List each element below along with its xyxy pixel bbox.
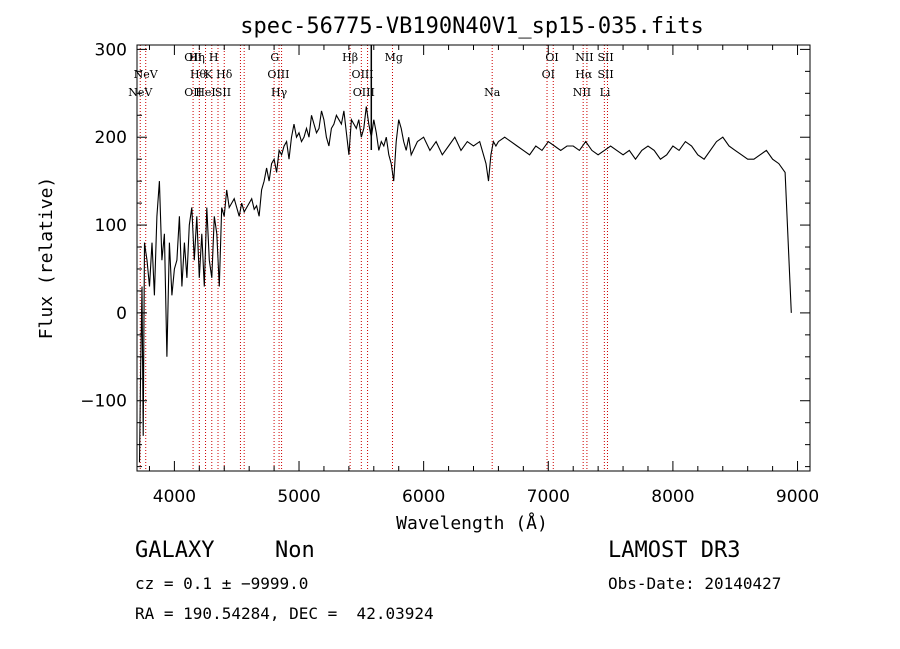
line-label-2: OII (184, 51, 202, 64)
line-label-7: K (205, 68, 214, 81)
object-subclass: Non (275, 538, 315, 563)
line-label-10: SII (215, 86, 231, 99)
line-label-24: SII (597, 51, 613, 64)
line-label-0: NeV (128, 86, 153, 99)
line-label-22: Hα (575, 68, 593, 81)
line-label-17: Mg (385, 51, 403, 64)
line-label-15: OIII (352, 68, 374, 81)
obs-date-text: Obs-Date: 20140427 (608, 574, 782, 593)
x-tick-label-4: 8000 (651, 487, 694, 507)
chart-title: spec-56775-VB190N40V1_sp15-035.fits (240, 14, 704, 39)
y-axis-label: Flux (relative) (36, 177, 57, 340)
marker-lines (139, 45, 608, 471)
line-label-3: Hη (189, 51, 205, 64)
x-axis: 4000 5000 6000 7000 8000 9000 (148, 45, 819, 507)
line-label-25: SII (597, 68, 613, 81)
line-label-8: H (209, 51, 219, 64)
line-label-14: Hβ (342, 51, 358, 64)
line-label-21: NII (575, 51, 593, 64)
x-tick-label-0: 4000 (153, 487, 196, 507)
y-tick-label-4: 300 (95, 40, 127, 60)
spectrum-line (138, 106, 792, 463)
plot-frame (136, 44, 811, 472)
line-label-5: Hθ (190, 68, 207, 81)
x-tick-label-5: 9000 (776, 487, 819, 507)
line-label-12: OIII (267, 68, 289, 81)
line-label-16: OIII (353, 86, 375, 99)
y-axis: −100 0 100 200 300 (80, 40, 810, 468)
x-axis-label: Wavelength (Å) (396, 512, 548, 534)
line-label-23: NII (573, 86, 591, 99)
x-tick-label-2: 6000 (402, 487, 445, 507)
line-label-11: G (270, 51, 279, 64)
line-labels: NeVNeVOIIHηOIIHθHeIKHHδSIIGOIIIHγHβOIIIO… (128, 51, 614, 99)
line-label-9: Hδ (216, 68, 233, 81)
line-label-18: Na (484, 86, 501, 99)
radec-text: RA = 190.54284, DEC = 42.03924 (135, 604, 434, 623)
survey-label: LAMOST DR3 (608, 538, 741, 563)
y-tick-label-0: −100 (80, 392, 127, 412)
x-tick-label-3: 7000 (527, 487, 570, 507)
line-label-6: HeI (195, 86, 215, 99)
line-label-19: OI (545, 51, 558, 64)
line-label-4: OII (184, 86, 202, 99)
y-tick-label-2: 100 (95, 216, 127, 236)
y-tick-label-1: 0 (116, 304, 127, 324)
y-tick-label-3: 200 (95, 128, 127, 148)
line-label-26: Li (600, 86, 611, 99)
line-label-13: Hγ (271, 86, 288, 99)
line-label-20: OI (542, 68, 555, 81)
x-tick-label-1: 5000 (277, 487, 320, 507)
redshift-text: cz = 0.1 ± −9999.0 (135, 574, 309, 593)
object-class: GALAXY (135, 538, 215, 563)
